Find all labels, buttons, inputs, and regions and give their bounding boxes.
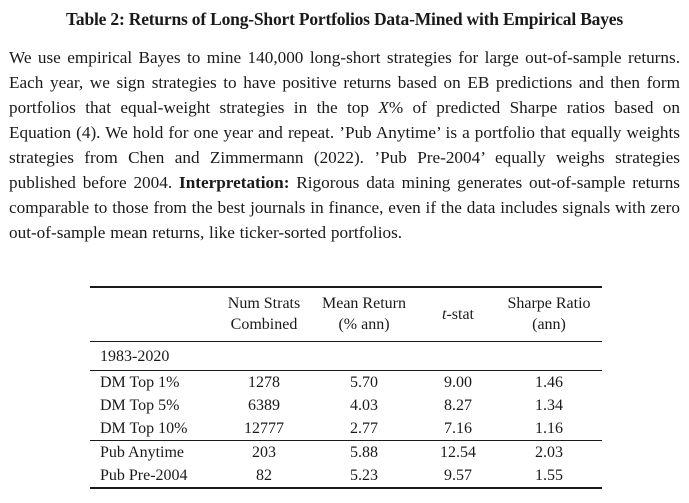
caption-segment: We use empirical Bayes to mine 140,000 l… bbox=[9, 48, 680, 117]
table-title: Table 2: Returns of Long-Short Portfolio… bbox=[66, 9, 623, 29]
header-line: Num Strats bbox=[227, 295, 301, 312]
paper-page: Table 2: Returns of Long-Short Portfolio… bbox=[9, 9, 680, 489]
cell-value: 9.57 bbox=[444, 467, 472, 484]
table-row: DM Top 10% 12777 2.77 7.16 1.16 bbox=[90, 417, 602, 441]
row-label: DM Top 5% bbox=[100, 397, 180, 414]
t-stat-rest: -stat bbox=[446, 305, 474, 323]
header-cell-sharpe: Sharpe Ratio (ann) bbox=[496, 287, 602, 342]
header-line: (% ann) bbox=[338, 316, 390, 333]
table-row: Pub Pre-2004 82 5.23 9.57 1.55 bbox=[90, 464, 602, 488]
table-row: DM Top 5% 6389 4.03 8.27 1.34 bbox=[90, 394, 602, 417]
header-cell-t-stat: t-stat bbox=[420, 287, 496, 342]
table-row: DM Top 1% 1278 5.70 9.00 1.46 bbox=[90, 371, 602, 395]
caption-segment: X bbox=[378, 98, 389, 117]
cell-value: 5.88 bbox=[350, 444, 378, 461]
cell-value: 1278 bbox=[248, 374, 280, 391]
results-table: Num Strats Combined Mean Return (% ann) … bbox=[90, 286, 602, 489]
header-cell-mean-return: Mean Return (% ann) bbox=[308, 287, 420, 342]
caption-segment: Rigorous data mining generates out-of-sa… bbox=[9, 173, 680, 242]
cell-value: 1.55 bbox=[535, 467, 563, 484]
row-label: Pub Pre-2004 bbox=[100, 467, 188, 484]
cell-value: 5.70 bbox=[350, 374, 378, 391]
cell-value: 6389 bbox=[248, 397, 280, 414]
cell-value: 12.54 bbox=[440, 444, 476, 461]
cell-value: 5.23 bbox=[350, 467, 378, 484]
table-header: Num Strats Combined Mean Return (% ann) … bbox=[90, 287, 602, 342]
cell-value: 2.77 bbox=[350, 420, 378, 437]
row-label: DM Top 10% bbox=[100, 420, 188, 437]
cell-value: 1.46 bbox=[535, 374, 563, 391]
cell-value: 12777 bbox=[244, 420, 284, 437]
cell-value: 1.16 bbox=[535, 420, 563, 437]
cell-value: 82 bbox=[256, 467, 272, 484]
cell-value: 7.16 bbox=[444, 420, 472, 437]
header-line: Sharpe Ratio bbox=[507, 295, 591, 312]
header-cell-empty bbox=[90, 287, 220, 342]
row-label: Pub Anytime bbox=[100, 444, 185, 461]
row-label: DM Top 1% bbox=[100, 374, 180, 391]
cell-value: 9.00 bbox=[444, 374, 472, 391]
cell-value: 1.34 bbox=[535, 397, 563, 414]
cell-value: 8.27 bbox=[444, 397, 472, 414]
header-line: Mean Return bbox=[322, 295, 406, 312]
t-stat-italic: t bbox=[442, 305, 447, 323]
caption-text: We use empirical Bayes to mine 140,000 l… bbox=[9, 45, 680, 265]
table-row: Pub Anytime 203 5.88 12.54 2.03 bbox=[90, 440, 602, 465]
caption-segment: % of predicted Sharpe ratios based on Eq… bbox=[9, 98, 680, 192]
header-cell-num-strats: Num Strats Combined bbox=[220, 287, 308, 342]
cell-value: 203 bbox=[252, 444, 276, 461]
caption-segment: Interpretation: bbox=[179, 173, 290, 192]
table-body: 1983-2020 DM Top 1% 1278 5.70 9.00 1.46 DM To… bbox=[90, 342, 602, 488]
section-row: 1983-2020 bbox=[90, 342, 602, 371]
header-line: Combined bbox=[230, 316, 298, 333]
section-label: 1983-2020 bbox=[100, 348, 170, 365]
cell-value: 4.03 bbox=[350, 397, 378, 414]
cell-value: 2.03 bbox=[535, 444, 563, 461]
header-line: (ann) bbox=[532, 316, 566, 333]
